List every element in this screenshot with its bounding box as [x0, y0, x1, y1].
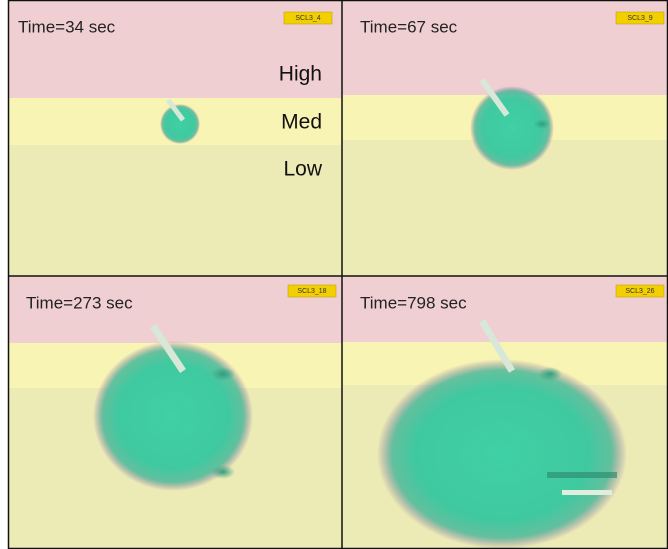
dye-streak [547, 472, 617, 478]
dye-spot [211, 367, 235, 381]
tag: SCL3_9 [627, 15, 652, 22]
time-label: Time=273 sec [26, 293, 133, 312]
dye-spot [211, 465, 235, 479]
time-label: Time=67 sec [360, 17, 458, 36]
zone-label: Med [281, 111, 322, 134]
dye-plume [377, 359, 627, 549]
figure: Time=34 sec SCL3_4 High Med Low Time=67 … [0, 0, 668, 549]
dye-spot [534, 119, 550, 129]
dye-plume [160, 104, 200, 144]
dye-spot [538, 367, 562, 381]
tag: SCL3_4 [295, 15, 320, 22]
tag: SCL3_18 [297, 288, 326, 295]
panel: Time=798 sec SCL3_26 [342, 276, 668, 549]
injector [562, 490, 612, 495]
panel: Time=273 sec SCL3_18 [8, 276, 342, 549]
tag: SCL3_26 [625, 288, 654, 295]
panel: Time=34 sec SCL3_4 High Med Low [8, 0, 342, 276]
panel: Time=67 sec SCL3_9 [342, 0, 668, 276]
time-label: Time=798 sec [360, 293, 467, 312]
time-label: Time=34 sec [18, 17, 116, 36]
zone-label: High [279, 63, 322, 86]
zone-label: Low [283, 158, 322, 181]
